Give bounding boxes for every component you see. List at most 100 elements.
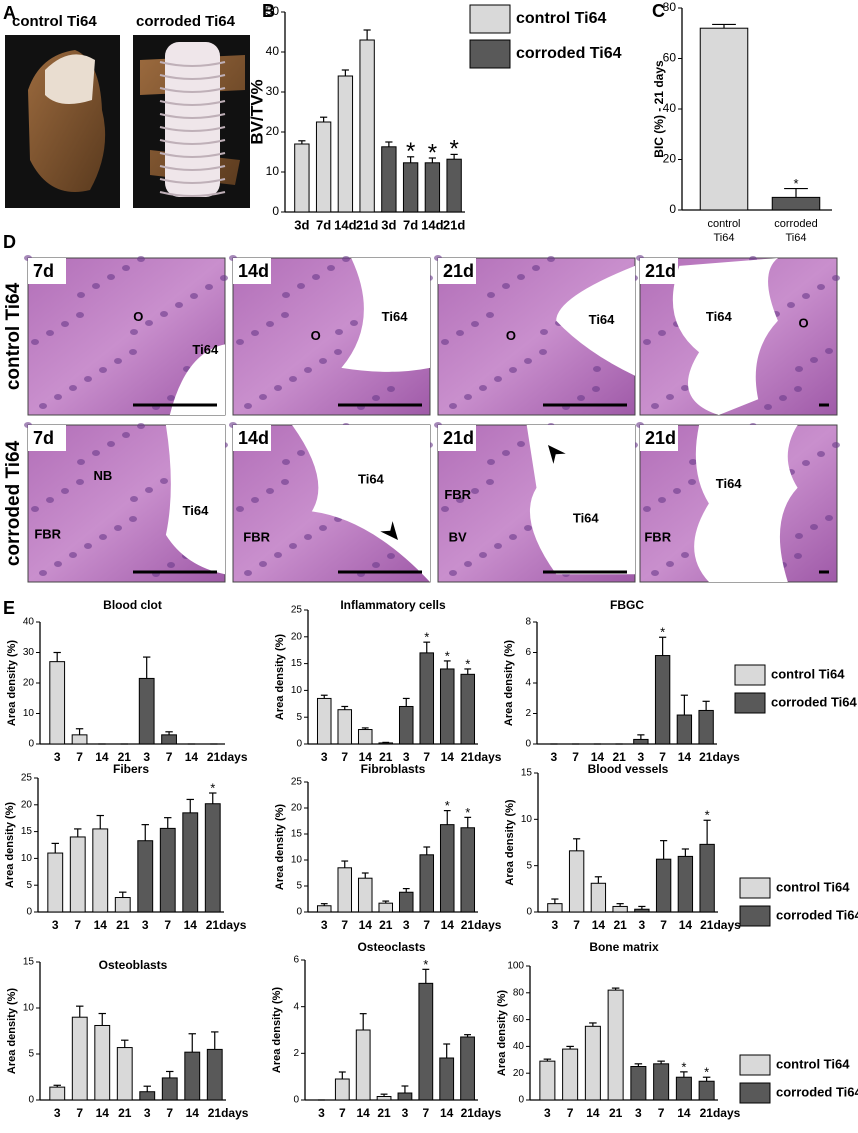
bar bbox=[698, 709, 714, 745]
cell bbox=[547, 256, 555, 262]
cell bbox=[205, 284, 213, 290]
y-tick-label: 10 bbox=[291, 855, 303, 866]
bar bbox=[630, 1066, 647, 1101]
cell bbox=[167, 395, 175, 401]
chart-title: FBGC bbox=[610, 598, 644, 612]
significance: * bbox=[445, 798, 450, 813]
cell bbox=[795, 533, 803, 539]
bar bbox=[590, 882, 607, 913]
significance: * bbox=[681, 1059, 686, 1074]
x-tick-label: 14 bbox=[592, 918, 606, 932]
cell bbox=[282, 459, 290, 465]
cell bbox=[502, 283, 510, 289]
cell bbox=[524, 525, 532, 531]
bar bbox=[204, 803, 221, 913]
x-tick-label: 3 bbox=[635, 1106, 642, 1120]
bar bbox=[71, 734, 88, 745]
panel-letter: E bbox=[3, 598, 15, 618]
error-bar bbox=[423, 846, 431, 855]
error-bar bbox=[443, 1043, 451, 1058]
bar bbox=[316, 905, 332, 913]
error-bar bbox=[211, 1031, 219, 1050]
y-tick-label: 30 bbox=[266, 84, 280, 98]
cell bbox=[517, 441, 525, 447]
bar bbox=[424, 162, 441, 213]
x-tick-label: Ti64 bbox=[786, 232, 807, 244]
thread bbox=[159, 61, 226, 67]
cell bbox=[76, 312, 84, 318]
day-box bbox=[233, 425, 271, 451]
bar bbox=[381, 146, 397, 213]
x-tick-label: 21days bbox=[700, 1106, 741, 1120]
photo-label: corroded Ti64 bbox=[136, 13, 236, 30]
cell bbox=[84, 543, 92, 549]
y-tick-label: 30 bbox=[23, 647, 35, 658]
cell bbox=[810, 524, 818, 530]
bar bbox=[633, 738, 649, 745]
x-tick-label: 21days bbox=[699, 750, 740, 764]
x-tick-label: 7 bbox=[76, 1106, 83, 1120]
cell bbox=[350, 320, 358, 326]
y-axis-label: BIC (%) - 21 days bbox=[652, 60, 666, 158]
error-bar bbox=[428, 157, 436, 163]
bar bbox=[771, 196, 821, 211]
bar bbox=[699, 843, 715, 913]
tissue-label: FBR bbox=[444, 487, 471, 502]
thread bbox=[159, 178, 226, 184]
y-tick-label: 0 bbox=[28, 739, 34, 750]
tissue-label: Ti64 bbox=[573, 511, 600, 526]
tissue-label: NB bbox=[93, 468, 112, 483]
cell bbox=[802, 293, 810, 299]
x-tick-label: 7 bbox=[166, 1106, 173, 1120]
x-tick-label: 7 bbox=[74, 918, 81, 932]
cell bbox=[643, 506, 651, 512]
chart-title: Inflammatory cells bbox=[340, 598, 446, 612]
cell bbox=[441, 339, 449, 345]
day-label: 14d bbox=[238, 428, 269, 448]
chart-title: Osteoclasts bbox=[357, 940, 425, 954]
y-tick-label: 40 bbox=[513, 1041, 525, 1052]
x-tick-label: 21 bbox=[612, 750, 626, 764]
y-tick-label: 10 bbox=[291, 685, 303, 696]
error-bar bbox=[443, 660, 451, 669]
implant-space bbox=[169, 344, 225, 415]
cell bbox=[825, 515, 833, 521]
day-label: 21d bbox=[443, 261, 474, 281]
cell bbox=[129, 516, 137, 522]
y-tick-label: 0 bbox=[293, 1095, 299, 1106]
y-tick-label: 25 bbox=[291, 777, 303, 788]
legend-label: control Ti64 bbox=[771, 666, 845, 681]
cell bbox=[145, 487, 153, 493]
bar bbox=[357, 877, 373, 913]
cell bbox=[297, 283, 305, 289]
x-tick-label: 21 bbox=[116, 918, 130, 932]
cell bbox=[651, 403, 659, 409]
x-tick-label: 21days bbox=[206, 918, 247, 932]
cell bbox=[593, 366, 601, 372]
implant-space bbox=[292, 425, 430, 582]
x-tick-label: 21 bbox=[613, 918, 627, 932]
bar bbox=[49, 661, 66, 745]
significance: * bbox=[660, 625, 665, 640]
cell bbox=[658, 330, 666, 336]
x-tick-label: 21 bbox=[379, 918, 393, 932]
error-bar bbox=[681, 848, 689, 857]
significance: * bbox=[406, 138, 415, 165]
cell bbox=[84, 376, 92, 382]
x-tick-label: 14 bbox=[440, 1106, 454, 1120]
error-bar bbox=[385, 141, 393, 147]
cell bbox=[689, 459, 697, 465]
cell bbox=[471, 321, 479, 327]
error-bar bbox=[680, 694, 688, 716]
x-tick-label: 21 bbox=[377, 1106, 391, 1120]
cell bbox=[122, 432, 130, 438]
legend-label: corroded Ti64 bbox=[771, 694, 858, 709]
cell bbox=[817, 284, 825, 290]
cell bbox=[643, 339, 651, 345]
y-axis-label: Area density (%) bbox=[504, 799, 516, 886]
histology-panel: 21d Ti64 O bbox=[636, 255, 840, 416]
x-tick-label: 14 bbox=[184, 918, 198, 932]
tissue-label: Ti64 bbox=[716, 476, 743, 491]
bar bbox=[182, 812, 199, 913]
bar bbox=[460, 673, 476, 745]
